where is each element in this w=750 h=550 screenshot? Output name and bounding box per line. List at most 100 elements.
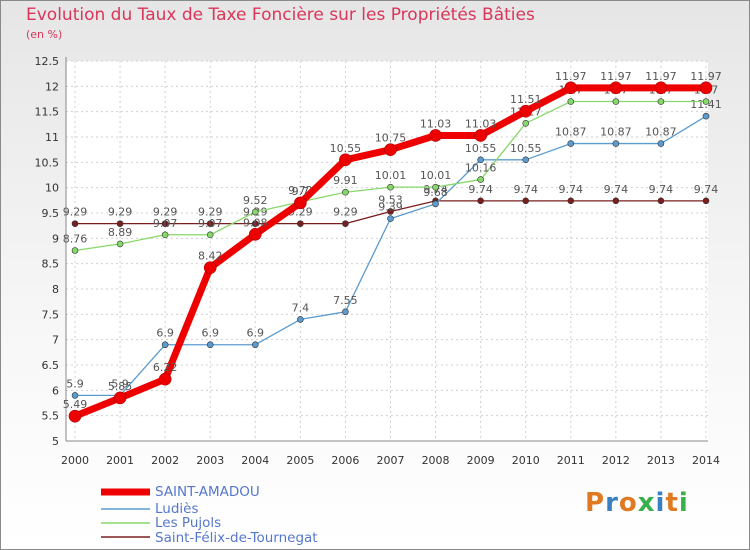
data-label-les-pujols: 10.01: [420, 169, 452, 182]
data-point-saint-felix-de-tournegat: [522, 197, 530, 205]
data-label-les-pujols: 9.07: [153, 217, 178, 230]
data-label-ludies: 6.9: [247, 327, 265, 340]
data-point-ludies: [387, 215, 394, 222]
data-label-saint-amadou: 11.97: [555, 70, 587, 83]
data-label-les-pujols: 10.01: [375, 169, 407, 182]
data-point-ludies: [567, 140, 575, 147]
y-tick-label: 9: [52, 232, 59, 245]
data-point-ludies: [612, 140, 620, 147]
data-label-saint-amadou: 11.03: [465, 117, 497, 130]
x-tick-label: 2000: [61, 454, 89, 467]
data-point-ludies: [161, 341, 169, 349]
data-label-saint-felix-de-tournegat: 9.29: [153, 206, 178, 219]
data-point-les-pujols: [432, 183, 439, 191]
data-label-les-pujols: 9.07: [198, 217, 223, 230]
data-point-saint-amadou: [429, 129, 442, 142]
data-point-saint-felix-de-tournegat: [702, 197, 710, 205]
plot-area: [66, 61, 708, 441]
y-tick-label: 10: [45, 182, 59, 195]
data-label-saint-amadou: 11.51: [510, 93, 542, 106]
y-tick-label: 7.5: [42, 308, 60, 321]
y-tick-label: 12.5: [35, 55, 60, 68]
data-label-ludies: 6.9: [156, 327, 174, 340]
data-point-ludies: [522, 156, 530, 164]
data-label-saint-amadou: 6.22: [153, 361, 178, 374]
data-label-les-pujols: 8.76: [63, 232, 88, 245]
data-label-les-pujols: 10.16: [465, 162, 497, 175]
y-tick-label: 5: [52, 435, 59, 448]
y-tick-label: 11: [45, 131, 59, 144]
proxiti-logo: Proxiti: [585, 488, 689, 518]
data-label-saint-felix-de-tournegat: 9.74: [694, 183, 719, 196]
x-tick-label: 2003: [196, 454, 224, 467]
data-label-ludies: 10.87: [555, 126, 587, 139]
data-point-les-pujols: [206, 231, 214, 239]
y-tick-label: 12: [45, 80, 59, 93]
data-label-ludies: 9.39: [378, 201, 403, 214]
data-point-saint-felix-de-tournegat: [116, 220, 124, 227]
y-tick-label: 6: [52, 384, 59, 397]
data-point-saint-felix-de-tournegat: [387, 208, 394, 215]
data-label-saint-amadou: 10.55: [330, 142, 362, 155]
data-point-saint-felix-de-tournegat: [161, 220, 169, 227]
data-point-saint-amadou: [654, 81, 668, 95]
data-label-ludies: 10.55: [510, 142, 542, 155]
x-tick-label: 2009: [467, 454, 495, 467]
data-label-saint-amadou: 9.08: [243, 216, 268, 229]
data-label-saint-amadou: 10.75: [375, 132, 407, 145]
y-tick-label: 8.5: [42, 258, 60, 271]
data-point-saint-amadou: [474, 129, 487, 142]
data-point-les-pujols: [71, 247, 79, 254]
y-tick-label: 7: [52, 334, 59, 347]
legend-label-les-pujols: Les Pujols: [155, 515, 222, 531]
x-tick-label: 2012: [602, 454, 630, 467]
data-point-saint-amadou: [384, 143, 397, 156]
data-label-les-pujols: 9.52: [243, 194, 268, 207]
data-label-saint-felix-de-tournegat: 9.74: [559, 183, 584, 196]
x-tick-label: 2001: [106, 454, 134, 467]
data-point-saint-felix-de-tournegat: [71, 220, 79, 227]
data-point-ludies: [251, 341, 259, 349]
y-tick-label: 11.5: [35, 106, 60, 119]
data-label-ludies: 9.68: [423, 186, 448, 199]
data-point-saint-amadou: [699, 81, 713, 95]
data-label-saint-amadou: 9.7: [292, 185, 310, 198]
data-label-saint-amadou: 8.42: [198, 250, 223, 263]
x-tick-label: 2002: [151, 454, 179, 467]
data-point-saint-amadou: [519, 104, 533, 118]
y-tick-label: 10.5: [35, 156, 60, 169]
data-label-ludies: 5.9: [111, 377, 129, 390]
data-point-saint-felix-de-tournegat: [206, 220, 214, 227]
data-label-saint-felix-de-tournegat: 9.74: [468, 183, 493, 196]
y-tick-label: 5.5: [42, 410, 60, 423]
legend-label-saint-felix: Saint-Félix-de-Tournegat: [155, 530, 318, 546]
x-tick-label: 2008: [422, 454, 450, 467]
data-point-saint-felix-de-tournegat: [251, 220, 259, 227]
data-point-saint-felix-de-tournegat: [657, 197, 665, 205]
data-label-ludies: 10.87: [645, 126, 677, 139]
data-point-ludies: [71, 392, 79, 399]
data-point-saint-felix-de-tournegat: [477, 197, 484, 205]
data-point-les-pujols: [342, 188, 349, 196]
data-point-saint-felix-de-tournegat: [567, 197, 575, 205]
data-label-ludies: 5.9: [66, 377, 84, 390]
data-label-ludies: 7.55: [333, 294, 358, 307]
data-point-ludies: [702, 112, 710, 120]
data-point-saint-amadou: [564, 81, 578, 95]
data-label-saint-felix-de-tournegat: 9.74: [649, 183, 674, 196]
data-label-ludies: 6.9: [201, 327, 219, 340]
data-point-ludies: [477, 156, 484, 164]
data-label-saint-amadou: 5.49: [63, 398, 88, 411]
data-point-saint-felix-de-tournegat: [612, 197, 620, 205]
y-tick-label: 6.5: [42, 359, 60, 372]
data-label-saint-felix-de-tournegat: 9.29: [333, 206, 358, 219]
x-tick-label: 2005: [286, 454, 314, 467]
data-label-ludies: 7.4: [292, 301, 310, 314]
data-point-saint-amadou: [203, 261, 217, 275]
legend-label-saint-amadou: SAINT-AMADOU: [155, 484, 260, 500]
x-tick-label: 2013: [647, 454, 675, 467]
data-point-ludies: [297, 316, 304, 323]
data-point-saint-amadou: [339, 153, 352, 167]
x-tick-label: 2006: [331, 454, 359, 467]
